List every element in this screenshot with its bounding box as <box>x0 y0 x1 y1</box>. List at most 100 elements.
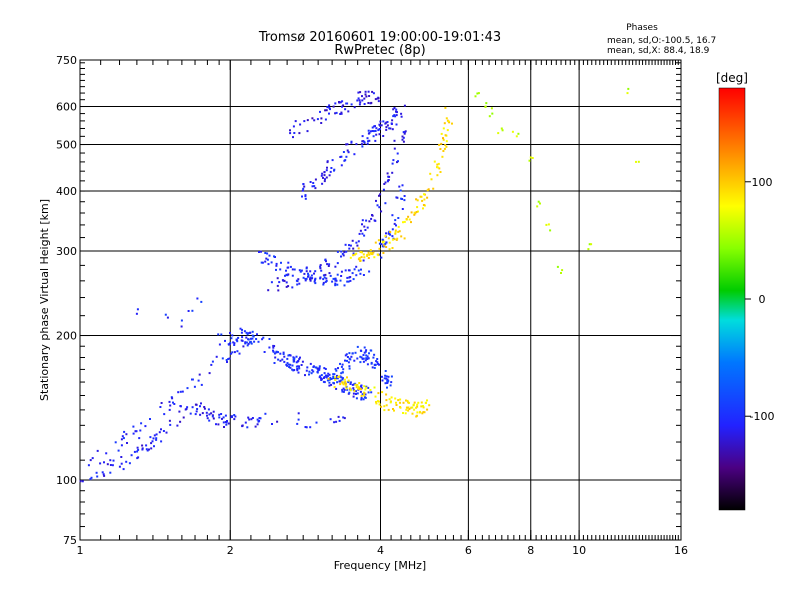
data-point <box>211 360 214 363</box>
data-point <box>171 397 174 400</box>
data-point <box>359 260 362 262</box>
data-point <box>246 426 249 429</box>
data-point <box>385 375 388 378</box>
data-point <box>539 202 541 205</box>
data-point <box>176 424 179 427</box>
data-point <box>436 174 439 177</box>
data-point <box>413 401 416 404</box>
data-point <box>445 140 448 143</box>
data-point <box>332 377 335 380</box>
data-point <box>536 205 539 208</box>
data-point <box>342 104 345 107</box>
data-point <box>378 128 381 131</box>
data-point <box>159 406 162 408</box>
data-point <box>366 355 369 358</box>
data-point <box>490 107 493 110</box>
x-tick-label: 8 <box>527 544 534 557</box>
data-point <box>401 184 404 187</box>
data-point <box>347 280 350 283</box>
data-point <box>350 103 353 106</box>
data-point <box>637 160 640 163</box>
data-point <box>298 282 301 285</box>
data-point <box>374 219 377 222</box>
data-point <box>256 333 258 336</box>
y-tick-label: 200 <box>56 330 77 343</box>
data-point <box>352 278 355 281</box>
data-point <box>381 391 384 394</box>
data-point <box>319 110 321 113</box>
data-point <box>346 149 349 152</box>
data-point <box>227 358 230 360</box>
data-point <box>378 363 380 366</box>
data-point <box>314 366 317 369</box>
data-point <box>181 390 184 393</box>
data-point <box>358 103 361 106</box>
data-point <box>231 334 234 337</box>
data-point <box>281 279 284 282</box>
data-point <box>347 379 350 382</box>
data-point <box>120 456 123 458</box>
data-point <box>210 363 213 366</box>
data-point <box>297 278 300 281</box>
data-point <box>365 354 368 357</box>
data-point <box>314 178 317 181</box>
data-point <box>246 344 249 347</box>
data-point <box>330 383 333 386</box>
data-point <box>361 223 363 226</box>
data-point <box>323 171 326 174</box>
data-point <box>136 450 139 453</box>
data-point <box>276 420 279 423</box>
data-point <box>341 378 344 381</box>
data-point <box>336 283 339 286</box>
data-point <box>272 346 275 349</box>
data-point <box>300 364 303 366</box>
data-point <box>223 426 225 428</box>
data-point <box>364 229 367 231</box>
data-point <box>393 147 396 150</box>
data-point <box>360 268 362 271</box>
data-point <box>254 425 257 428</box>
data-point <box>237 336 240 339</box>
data-point <box>484 105 487 108</box>
data-point <box>389 401 392 404</box>
data-point <box>241 328 243 331</box>
data-point <box>364 359 367 362</box>
data-point <box>186 387 189 390</box>
data-point <box>203 407 206 410</box>
data-point <box>396 237 399 240</box>
data-point <box>380 256 383 259</box>
data-point <box>635 160 637 163</box>
data-point <box>287 354 290 357</box>
data-point <box>380 243 383 246</box>
data-point <box>197 379 200 382</box>
data-point <box>391 128 394 131</box>
data-point <box>336 374 338 377</box>
data-point <box>423 198 426 201</box>
data-point <box>349 276 352 278</box>
data-point <box>531 157 534 159</box>
data-point <box>396 111 398 114</box>
data-point <box>445 145 448 148</box>
data-point <box>340 250 343 253</box>
data-point <box>474 95 477 98</box>
data-point <box>366 137 369 140</box>
data-point <box>367 251 370 254</box>
data-point <box>438 167 441 170</box>
data-point <box>386 121 389 123</box>
data-point <box>393 238 396 241</box>
data-point <box>323 367 326 370</box>
data-point <box>261 261 264 264</box>
data-point <box>360 388 363 391</box>
data-point <box>369 389 372 391</box>
data-point <box>355 252 358 255</box>
data-point <box>367 102 370 104</box>
data-point <box>329 376 332 379</box>
data-point <box>439 171 442 173</box>
data-point <box>240 339 243 342</box>
data-point <box>334 376 337 379</box>
data-point <box>271 423 273 425</box>
data-point <box>187 310 190 312</box>
stats-x-mode: mean, sd,X: 88.4, 18.9 <box>607 46 710 56</box>
data-point <box>310 372 313 375</box>
